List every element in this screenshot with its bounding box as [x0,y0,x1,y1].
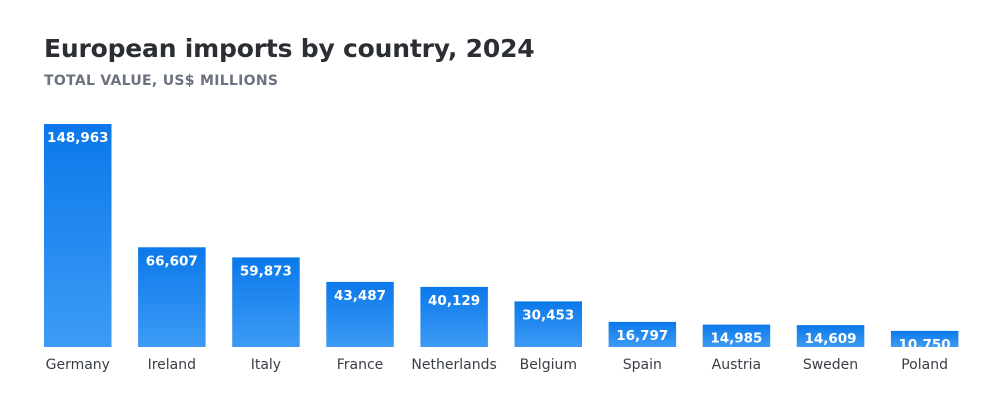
x-tick-label-spain: Spain [623,357,662,373]
data-label-austria: 14,985 [710,331,762,347]
x-tick-label-italy: Italy [251,357,281,373]
chart-title: European imports by country, 2024 [44,34,535,63]
x-tick-label-netherlands: Netherlands [411,357,496,373]
bar-france [326,281,394,347]
data-label-italy: 59,873 [240,263,292,279]
x-tick-label-poland: Poland [901,357,948,373]
bar-italy [232,257,300,347]
x-tick-label-germany: Germany [46,357,110,373]
data-label-netherlands: 40,129 [428,293,480,309]
bar-austria [702,324,771,347]
data-label-sweden: 14,609 [804,331,856,347]
data-label-ireland: 66,607 [146,253,198,269]
data-label-poland: 10,750 [899,337,951,353]
x-tick-label-belgium: Belgium [520,357,577,373]
bar-spain [608,321,677,347]
bar-ireland [138,247,206,347]
data-label-spain: 16,797 [616,328,668,344]
x-tick-label-ireland: Ireland [148,357,196,373]
data-label-belgium: 30,453 [522,307,574,323]
x-tick-label-sweden: Sweden [803,357,858,373]
bar-sweden [796,325,865,347]
chart-subtitle: TOTAL VALUE, US$ MILLIONS [44,73,279,89]
bar-belgium [514,301,582,347]
data-label-germany: 148,963 [47,130,109,146]
x-tick-label-austria: Austria [712,357,761,373]
bar-netherlands [420,286,488,347]
data-label-france: 43,487 [334,288,386,304]
bar-poland [890,330,959,347]
x-tick-label-france: France [337,357,384,373]
bar-germany [44,124,112,347]
